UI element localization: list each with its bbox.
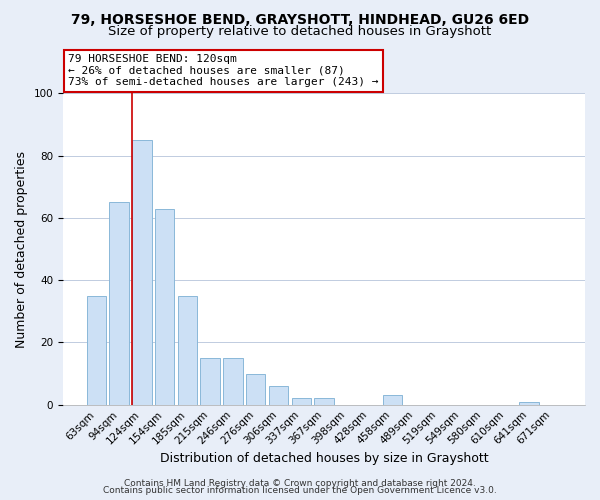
Bar xyxy=(383,396,402,404)
Bar xyxy=(132,140,152,404)
Bar xyxy=(246,374,265,404)
Text: Size of property relative to detached houses in Grayshott: Size of property relative to detached ho… xyxy=(109,25,491,38)
Text: 79, HORSESHOE BEND, GRAYSHOTT, HINDHEAD, GU26 6ED: 79, HORSESHOE BEND, GRAYSHOTT, HINDHEAD,… xyxy=(71,12,529,26)
Text: Contains HM Land Registry data © Crown copyright and database right 2024.: Contains HM Land Registry data © Crown c… xyxy=(124,478,476,488)
Text: Contains public sector information licensed under the Open Government Licence v3: Contains public sector information licen… xyxy=(103,486,497,495)
Bar xyxy=(519,402,539,404)
Y-axis label: Number of detached properties: Number of detached properties xyxy=(15,150,28,348)
Text: 79 HORSESHOE BEND: 120sqm
← 26% of detached houses are smaller (87)
73% of semi-: 79 HORSESHOE BEND: 120sqm ← 26% of detac… xyxy=(68,54,379,87)
Bar xyxy=(292,398,311,404)
Bar xyxy=(314,398,334,404)
Bar xyxy=(178,296,197,405)
Bar xyxy=(223,358,242,405)
Bar xyxy=(109,202,129,404)
X-axis label: Distribution of detached houses by size in Grayshott: Distribution of detached houses by size … xyxy=(160,452,488,465)
Bar xyxy=(86,296,106,405)
Bar xyxy=(155,208,174,404)
Bar xyxy=(200,358,220,405)
Bar xyxy=(269,386,288,404)
